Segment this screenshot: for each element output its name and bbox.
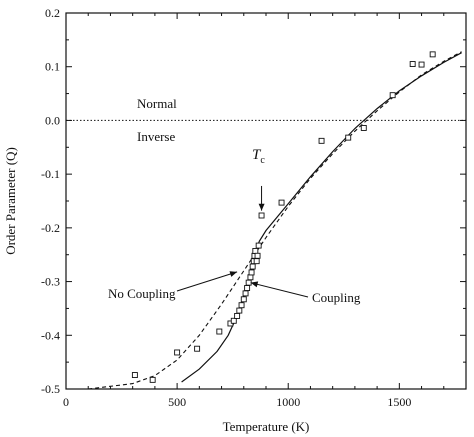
coupling-curve bbox=[181, 52, 462, 383]
data-point-marker bbox=[318, 137, 325, 144]
data-point-marker bbox=[418, 61, 425, 68]
no-coupling-arrow bbox=[176, 271, 238, 292]
data-point-marker bbox=[242, 290, 249, 297]
y-tick-label: -0.1 bbox=[41, 167, 60, 181]
data-point-marker bbox=[244, 285, 251, 291]
y-tick-label: -0.4 bbox=[41, 328, 60, 342]
region-label-normal: Normal bbox=[137, 96, 177, 111]
data-point-marker bbox=[345, 134, 352, 141]
y-tick-label: -0.3 bbox=[41, 275, 60, 289]
tc-label-sub: c bbox=[260, 155, 265, 166]
y-tick-label: 0.2 bbox=[45, 6, 60, 20]
data-point-marker bbox=[253, 258, 260, 265]
data-point-marker bbox=[238, 302, 245, 309]
tc-arrow-head bbox=[258, 203, 265, 211]
data-point-marker bbox=[216, 328, 223, 335]
data-point-marker bbox=[389, 92, 396, 99]
data-point-marker bbox=[252, 248, 259, 254]
no-coupling-curve bbox=[88, 51, 462, 390]
no-coupling-arrow-head bbox=[229, 271, 238, 277]
tc-label-main: T bbox=[252, 147, 262, 163]
annotation-no-coupling: No Coupling bbox=[108, 286, 176, 301]
data-point-marker bbox=[230, 317, 237, 324]
data-point-marker bbox=[240, 296, 247, 303]
data-point-marker bbox=[258, 212, 265, 219]
x-axis-title: Temperature (K) bbox=[223, 419, 310, 434]
data-point-marker bbox=[194, 345, 201, 352]
y-tick-label: 0.1 bbox=[45, 60, 60, 74]
coupling-arrow-head bbox=[250, 281, 259, 288]
data-point-marker bbox=[429, 51, 436, 58]
coupling-arrow bbox=[250, 282, 309, 298]
y-tick-label: -0.5 bbox=[41, 382, 60, 396]
y-tick-label: -0.2 bbox=[41, 221, 60, 235]
data-point-marker bbox=[174, 349, 181, 356]
axis-ticks bbox=[65, 12, 466, 390]
x-tick-label: 1500 bbox=[387, 395, 411, 409]
data-point-marker bbox=[278, 199, 285, 206]
plot-frame bbox=[65, 12, 467, 390]
data-point-marker bbox=[248, 269, 255, 276]
data-point-marker bbox=[149, 376, 156, 383]
data-point-marker bbox=[409, 61, 416, 67]
data-point-marker bbox=[249, 263, 256, 270]
data-point-marker bbox=[234, 312, 241, 319]
y-axis-title: Order Parameter (Q) bbox=[3, 147, 18, 255]
tick-labels: 0 500 1000 1500 -0.5 -0.4 -0.3 -0.2 -0.1 0.0 0.1 0.… bbox=[41, 6, 411, 409]
data-point-marker bbox=[245, 279, 252, 286]
data-point-marker bbox=[247, 274, 254, 281]
x-tick-label: 1000 bbox=[276, 395, 300, 409]
data-point-marker bbox=[255, 242, 262, 249]
data-point-marker bbox=[131, 372, 138, 378]
data-point-marker bbox=[236, 307, 243, 314]
x-tick-label: 500 bbox=[168, 395, 186, 409]
x-tick-label: 0 bbox=[63, 395, 69, 409]
data-point-marker bbox=[360, 124, 367, 131]
data-markers bbox=[131, 51, 436, 383]
tc-label: Tc bbox=[252, 147, 265, 166]
annotation-coupling: Coupling bbox=[312, 290, 361, 305]
y-tick-label: 0.0 bbox=[45, 113, 60, 127]
data-point-marker bbox=[254, 252, 261, 259]
region-label-inverse: Inverse bbox=[137, 129, 175, 144]
